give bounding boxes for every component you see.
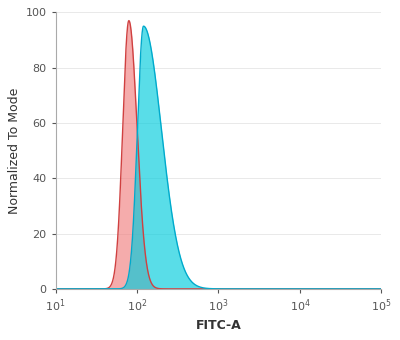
X-axis label: FITC-A: FITC-A xyxy=(196,319,241,332)
Y-axis label: Normalized To Mode: Normalized To Mode xyxy=(8,87,21,214)
